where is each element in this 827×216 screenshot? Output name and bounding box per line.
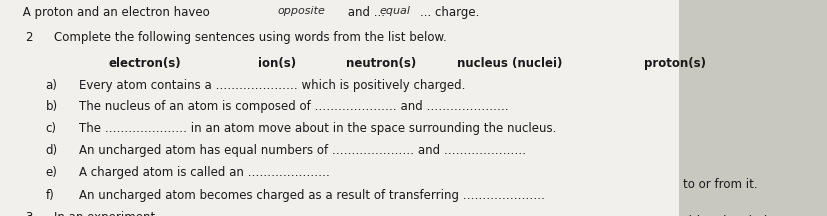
Text: An uncharged atom has equal numbers of ………………… and …………………: An uncharged atom has equal numbers of …… [79, 144, 525, 157]
Text: A charged atom is called an …………………: A charged atom is called an ………………… [79, 166, 329, 179]
Text: In an experiment: In an experiment [54, 211, 155, 216]
Text: equal: equal [379, 6, 409, 16]
Text: Every atom contains a ………………… which is positively charged.: Every atom contains a ………………… which is p… [79, 79, 465, 92]
Text: proton(s): proton(s) [643, 57, 705, 70]
Text: ion(s): ion(s) [258, 57, 296, 70]
Text: opposite: opposite [277, 6, 325, 16]
Text: to or from it.: to or from it. [682, 178, 757, 191]
Text: neutron(s): neutron(s) [346, 57, 415, 70]
Text: Complete the following sentences using words from the list below.: Complete the following sentences using w… [54, 31, 446, 44]
Bar [0, 0, 678, 216]
Text: ... charge.: ... charge. [419, 6, 479, 19]
Text: e): e) [45, 166, 57, 179]
Text: The nucleus of an atom is composed of ………………… and …………………: The nucleus of an atom is composed of ……… [79, 100, 508, 113]
Text: The ………………… in an atom move about in the space surrounding the nucleus.: The ………………… in an atom move about in the… [79, 122, 556, 135]
Text: f): f) [45, 189, 55, 202]
Text: b): b) [45, 100, 58, 113]
Bar [678, 0, 827, 216]
Text: d): d) [45, 144, 58, 157]
Text: A proton and an electron haveo: A proton and an electron haveo [4, 6, 213, 19]
Text: c): c) [45, 122, 56, 135]
Text: and ...: and ... [343, 6, 385, 19]
Text: 3: 3 [25, 211, 32, 216]
Text: 2: 2 [25, 31, 32, 44]
Text: electron(s): electron(s) [108, 57, 181, 70]
Text: nucleus (nuclei): nucleus (nuclei) [456, 57, 562, 70]
Text: with a dry cloth.: with a dry cloth. [678, 215, 774, 216]
Text: a): a) [45, 79, 57, 92]
Text: An uncharged atom becomes charged as a result of transferring …………………: An uncharged atom becomes charged as a r… [79, 189, 544, 202]
